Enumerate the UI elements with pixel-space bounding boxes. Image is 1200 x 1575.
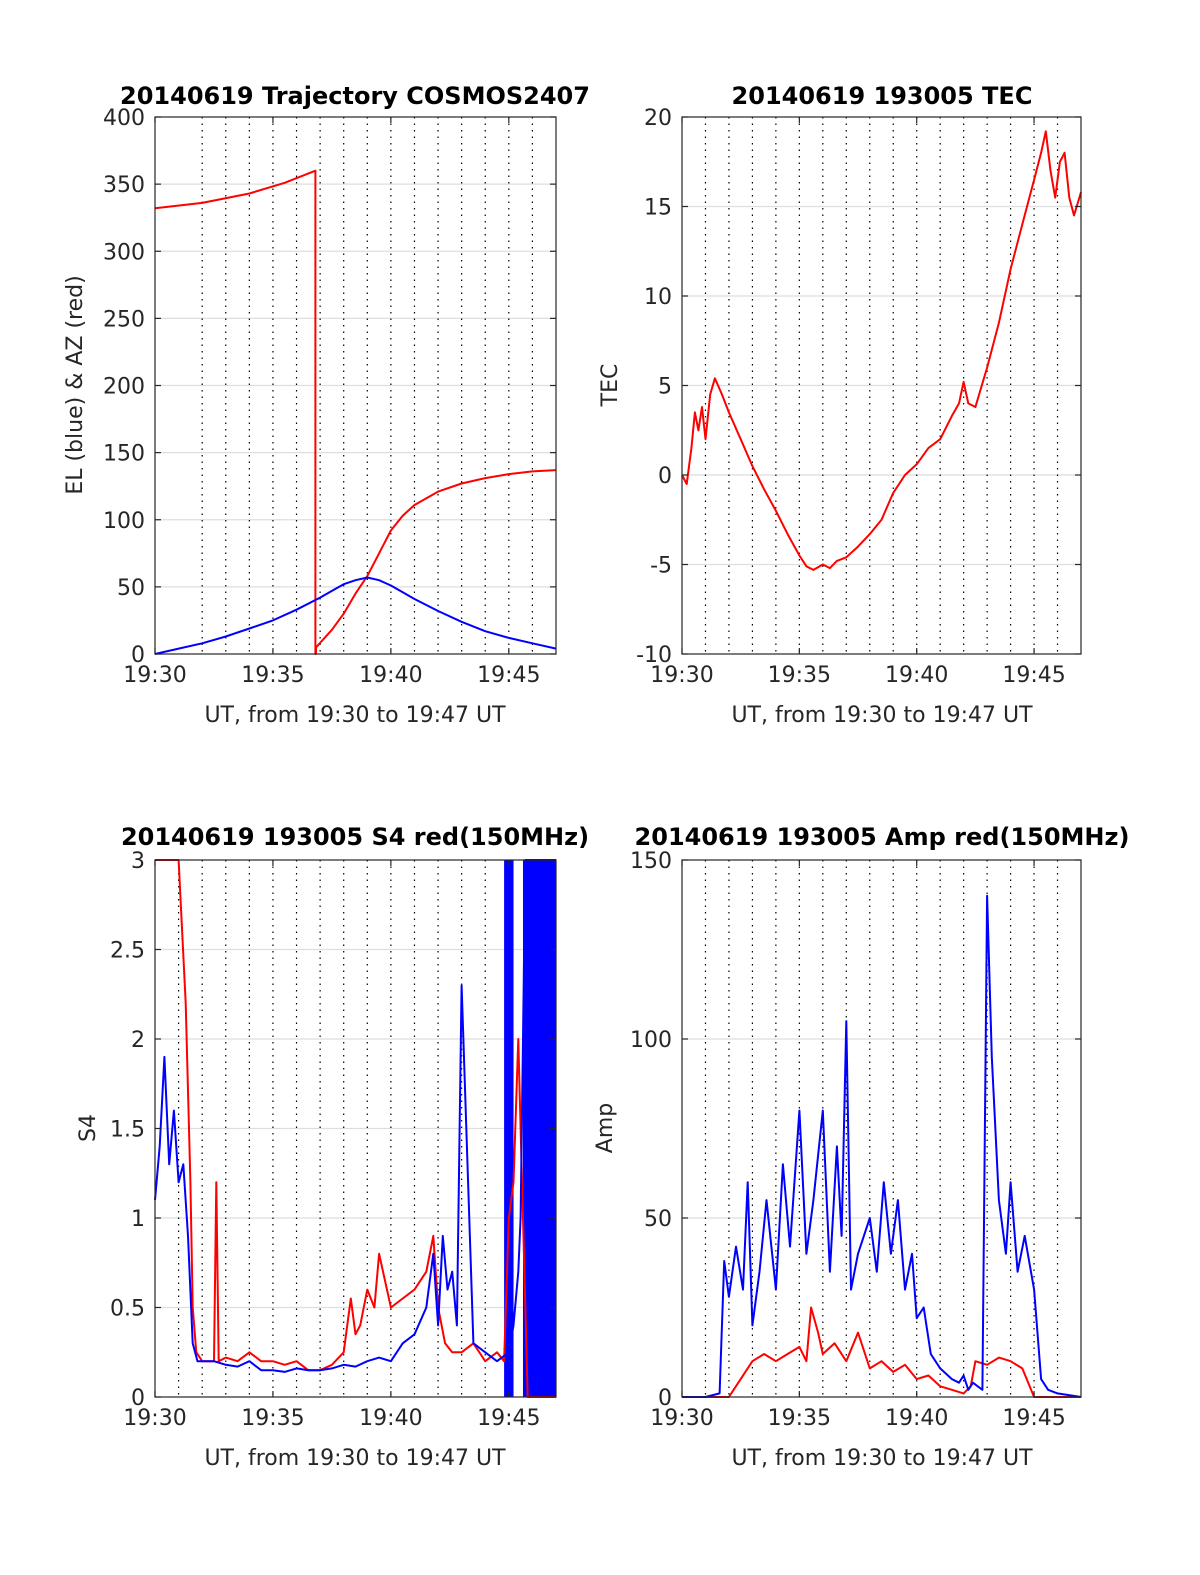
x-tick-label: 19:30: [123, 663, 186, 688]
plot-frame: [681, 859, 1082, 1398]
y-tick-label: -10: [636, 643, 672, 668]
x-tick-label: 19:35: [241, 663, 304, 688]
series-line-blue: [154, 859, 556, 1373]
y-tick-label: 3: [131, 849, 145, 874]
y-axis-label-tec: TEC: [598, 364, 623, 408]
x-tick-label: 19:35: [241, 1406, 304, 1431]
y-tick-label: 2.5: [110, 939, 145, 964]
x-tick-label: 19:40: [359, 1406, 422, 1431]
panel-tec: 20140619 193005 TEC UT, from 19:30 to 19…: [598, 82, 1082, 728]
x-tick-label: 19:45: [477, 663, 540, 688]
x-axis-label-tec: UT, from 19:30 to 19:47 UT: [731, 703, 1033, 728]
x-tick-label: 19:45: [1002, 663, 1065, 688]
y-tick-label: 300: [103, 240, 145, 265]
y-tick-label: 15: [644, 196, 672, 221]
series-line-blue: [154, 576, 557, 655]
x-tick-label: 19:30: [650, 663, 713, 688]
y-tick-label: 10: [644, 285, 672, 310]
y-axis-label-trajectory: EL (blue) & AZ (red): [63, 275, 88, 494]
y-tick-label: 100: [630, 1028, 672, 1053]
y-tick-label: 150: [103, 442, 145, 467]
x-axis-label-amp: UT, from 19:30 to 19:47 UT: [731, 1446, 1033, 1471]
plot-area-amp: 19:30 19:35 19:40 19:45 0 50 100 150: [630, 849, 1082, 1431]
panel-s4: 20140619 193005 S4 red(150MHz) UT, from …: [76, 823, 589, 1471]
panel-amp: 20140619 193005 Amp red(150MHz) UT, from…: [593, 823, 1129, 1471]
x-axis-label-s4: UT, from 19:30 to 19:47 UT: [204, 1446, 506, 1471]
y-tick-label: -5: [650, 554, 672, 579]
plot-area-s4: 19:30 19:35 19:40 19:45 0 0.5 1 1.5 2 2.5 3: [110, 849, 557, 1431]
y-tick-label: 5: [658, 375, 672, 400]
y-tick-label: 50: [117, 576, 145, 601]
y-tick-label: 100: [103, 509, 145, 534]
y-tick-label: 350: [103, 173, 145, 198]
x-tick-label: 19:35: [768, 1406, 831, 1431]
x-tick-label: 19:40: [885, 663, 948, 688]
x-tick-label: 19:40: [359, 663, 422, 688]
y-tick-label: 1.5: [110, 1118, 145, 1143]
y-tick-label: 150: [630, 849, 672, 874]
panel-trajectory: 20140619 Trajectory COSMOS2407 UT, from …: [63, 82, 590, 728]
x-tick-label: 19:30: [123, 1406, 186, 1431]
x-tick-label: 19:45: [1002, 1406, 1065, 1431]
y-tick-label: 20: [644, 106, 672, 131]
plot-area-tec: 19:30 19:35 19:40 19:45 -10 -5 0 5 10 15 20: [636, 106, 1082, 688]
y-tick-label: 50: [644, 1207, 672, 1232]
y-tick-label: 0: [131, 643, 145, 668]
y-tick-label: 200: [103, 375, 145, 400]
plot-area-trajectory: 19:30 19:35 19:40 19:45 0 50 100 150 200 250 300 35…: [103, 106, 557, 688]
y-axis-label-amp: Amp: [593, 1103, 618, 1153]
x-tick-label: 19:40: [885, 1406, 948, 1431]
y-tick-label: 250: [103, 307, 145, 332]
y-axis-label-s4: S4: [76, 1114, 101, 1142]
y-tick-label: 0: [658, 1386, 672, 1411]
y-tick-label: 0.5: [110, 1297, 145, 1322]
chart-title-amp: 20140619 193005 Amp red(150MHz): [635, 823, 1130, 851]
y-tick-label: 400: [103, 106, 145, 131]
series-line-blue: [682, 894, 1082, 1398]
series-line-red: [682, 1306, 1081, 1398]
y-tick-label: 0: [131, 1386, 145, 1411]
y-tick-label: 0: [658, 464, 672, 489]
y-tick-label: 1: [131, 1207, 145, 1232]
x-tick-label: 19:30: [650, 1406, 713, 1431]
saturation-band: [504, 860, 514, 1397]
x-tick-label: 19:35: [768, 663, 831, 688]
series-line-red: [681, 130, 1082, 571]
chart-title-trajectory: 20140619 Trajectory COSMOS2407: [120, 82, 590, 110]
x-axis-label-trajectory: UT, from 19:30 to 19:47 UT: [204, 703, 506, 728]
x-tick-label: 19:45: [477, 1406, 540, 1431]
y-tick-label: 2: [131, 1028, 145, 1053]
chart-title-s4: 20140619 193005 S4 red(150MHz): [121, 823, 589, 851]
series-line-red: [154, 169, 557, 655]
chart-title-tec: 20140619 193005 TEC: [732, 82, 1033, 110]
